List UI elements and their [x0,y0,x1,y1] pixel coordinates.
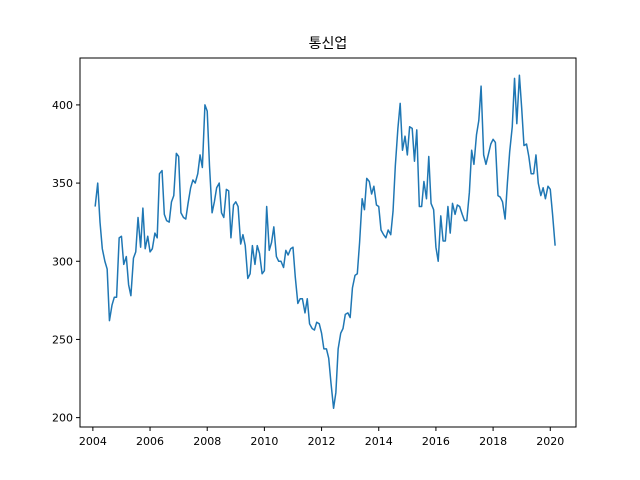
x-tick-label: 2012 [308,435,336,448]
y-axis: 200 250 300 350 400 [52,99,80,425]
x-tick-label: 2016 [422,435,450,448]
x-tick-label: 2010 [250,435,278,448]
y-tick-label: 250 [52,333,73,346]
y-tick-label: 350 [52,177,73,190]
x-tick-label: 2004 [79,435,107,448]
x-tick-label: 2008 [193,435,221,448]
y-tick-label: 200 [52,412,73,425]
plot-content [94,74,556,409]
x-tick-label: 2006 [136,435,164,448]
x-axis: 2004 2006 2008 2010 2012 2014 2016 2018 2020 [79,427,564,448]
x-tick-label: 2020 [536,435,564,448]
plot-frame [79,57,577,428]
chart-title: 통신업 [309,36,348,52]
y-tick-label: 400 [52,99,73,112]
x-tick-label: 2014 [365,435,393,448]
series-line-0 [94,74,556,409]
x-tick-label: 2018 [479,435,507,448]
y-tick-label: 300 [52,255,73,268]
